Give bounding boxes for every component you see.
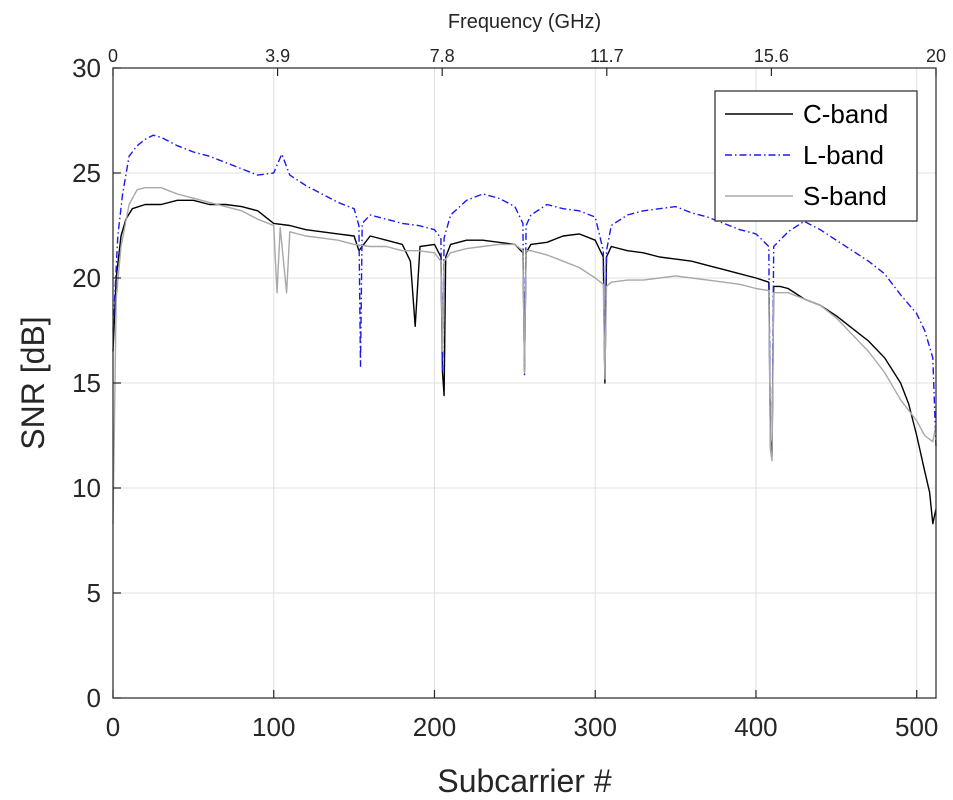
series-line-l-band xyxy=(112,134,937,456)
top-tick-label: 3.9 xyxy=(265,46,290,66)
legend-label: S-band xyxy=(803,181,887,211)
top-tick-label: 20 xyxy=(926,46,946,66)
x-tick-label: 100 xyxy=(252,712,295,742)
series-lines xyxy=(112,134,937,525)
legend-label: L-band xyxy=(803,140,884,170)
y-tick-label: 0 xyxy=(87,683,101,713)
top-tick-label: 11.7 xyxy=(590,46,624,66)
top-tick-label: 7.8 xyxy=(430,46,455,66)
y-tick-label: 5 xyxy=(87,578,101,608)
y-tick-label: 15 xyxy=(72,368,101,398)
y-axis-label: SNR [dB] xyxy=(15,316,51,449)
series-line-s-band xyxy=(112,186,937,524)
legend: C-band L-band S-band xyxy=(714,90,918,222)
x-tick-label: 300 xyxy=(574,712,617,742)
x-tick-label: 400 xyxy=(734,712,777,742)
legend-label: C-band xyxy=(803,99,888,129)
y-tick-label: 10 xyxy=(72,473,101,503)
top-tick-label: 0 xyxy=(108,46,118,66)
top-tick-label: 15.6 xyxy=(754,46,789,66)
x-tick-label: 0 xyxy=(106,712,120,742)
x-axis-label: Subcarrier # xyxy=(437,763,612,799)
y-tick-label: 25 xyxy=(72,158,101,188)
x-tick-label: 200 xyxy=(413,712,456,742)
top-axis-label: Frequency (GHz) xyxy=(448,11,601,33)
y-tick-label: 30 xyxy=(72,53,101,83)
y-tick-label: 20 xyxy=(72,263,101,293)
legend-box xyxy=(714,90,918,222)
x-tick-label: 500 xyxy=(895,712,938,742)
